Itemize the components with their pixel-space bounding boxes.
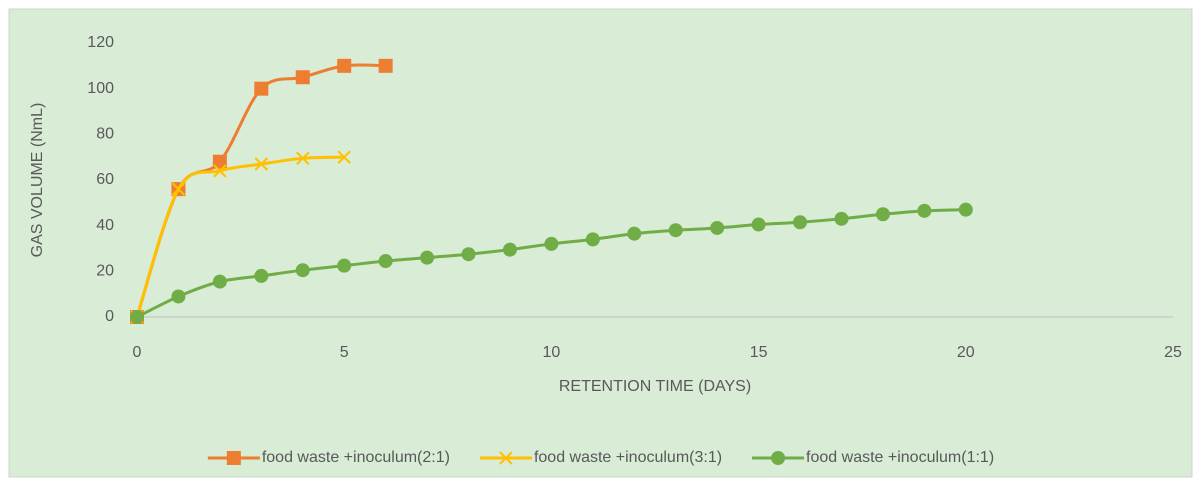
chart-background: [8, 8, 1193, 478]
marker: [917, 203, 932, 218]
y-tick-label: 0: [105, 308, 114, 325]
y-tick-label: 20: [96, 263, 114, 280]
marker: [544, 236, 559, 251]
marker: [254, 81, 269, 96]
marker: [710, 220, 725, 235]
x-tick-label: 10: [543, 344, 561, 361]
y-tick-label: 60: [96, 171, 114, 188]
marker: [295, 263, 310, 278]
marker: [171, 289, 186, 304]
y-tick-label: 120: [87, 34, 114, 51]
legend: food waste +inoculum(2:1) food waste +ino…: [207, 449, 994, 466]
marker: [875, 207, 890, 222]
marker: [295, 70, 310, 85]
marker: [585, 232, 600, 247]
marker: [378, 58, 393, 73]
marker: [337, 58, 352, 73]
marker: [627, 226, 642, 241]
y-tick-label: 40: [96, 217, 114, 234]
legend-label: food waste +inoculum(3:1): [534, 449, 722, 466]
marker: [212, 274, 227, 289]
marker: [213, 164, 227, 178]
marker: [958, 202, 973, 217]
x-tick-label: 0: [133, 344, 142, 361]
legend-item: food waste +inoculum(3:1): [479, 449, 722, 466]
x-tick-label: 25: [1164, 344, 1182, 361]
y-tick-label: 100: [87, 80, 114, 97]
marker: [337, 258, 352, 273]
legend-item: food waste +inoculum(2:1): [207, 449, 450, 466]
y-tick-label: 80: [96, 126, 114, 143]
marker: [461, 247, 476, 262]
marker: [254, 268, 269, 283]
marker: [420, 250, 435, 265]
marker: [793, 215, 808, 230]
x-tick-label: 20: [957, 344, 975, 361]
marker: [502, 242, 517, 257]
legend-item: food waste +inoculum(1:1): [752, 449, 994, 466]
x-tick-label: 5: [340, 344, 349, 361]
marker: [296, 151, 310, 166]
marker: [834, 211, 849, 226]
marker: [130, 310, 144, 324]
marker: [378, 254, 393, 269]
marker: [499, 451, 513, 465]
marker: [212, 154, 227, 169]
x-tick-label: 15: [750, 344, 768, 361]
marker: [668, 223, 683, 238]
marker: [771, 451, 786, 465]
legend-label: food waste +inoculum(2:1): [262, 449, 450, 466]
marker: [226, 451, 241, 465]
marker: [751, 217, 766, 232]
marker: [171, 182, 186, 196]
legend-label: food waste +inoculum(1:1): [806, 449, 994, 466]
x-axis-title: RETENTION TIME (DAYS): [559, 378, 751, 395]
y-axis-title: GAS VOLUME (NmL): [29, 103, 46, 258]
marker: [254, 157, 269, 171]
marker: [337, 150, 351, 164]
